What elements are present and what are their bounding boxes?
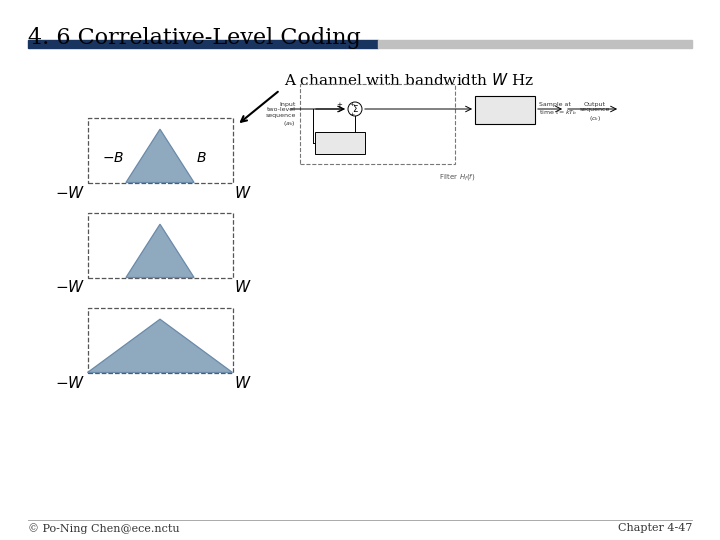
Text: $-W$: $-W$ [55, 280, 86, 295]
Text: $W$: $W$ [235, 280, 252, 295]
Bar [475, 96, 535, 124]
Text: Ideal
channel
$H_{Nyquist}(f)$: Ideal channel $H_{Nyquist}(f)$ [492, 99, 518, 121]
Polygon shape [126, 129, 194, 183]
Text: © Po-Ning Chen@ece.nctu: © Po-Ning Chen@ece.nctu [28, 523, 179, 534]
Polygon shape [88, 319, 233, 373]
Text: +: + [349, 102, 355, 106]
Text: $-W$: $-W$ [55, 375, 86, 390]
Text: $W$: $W$ [235, 375, 252, 390]
Text: Delay
$T_b$: Delay $T_b$ [331, 136, 349, 151]
Text: +: + [336, 102, 342, 108]
Text: $\Sigma$: $\Sigma$ [351, 104, 359, 114]
Bar [88, 307, 233, 373]
Polygon shape [126, 224, 194, 278]
Text: 4. 6 Correlative-Level Coding: 4. 6 Correlative-Level Coding [28, 27, 361, 49]
Text: A channel with bandwidth $W$ Hz: A channel with bandwidth $W$ Hz [284, 72, 534, 88]
Text: $-B$: $-B$ [102, 151, 124, 165]
Text: Filter $H_f(f)$: Filter $H_f(f)$ [438, 172, 475, 182]
Bar [378, 40, 692, 48]
Text: Input
two-level
sequence
$(a_k)$: Input two-level sequence $(a_k)$ [266, 102, 296, 129]
Text: $W$: $W$ [235, 185, 252, 200]
Text: $B$: $B$ [196, 151, 207, 165]
Text: Sample at
time $t=kT_b$: Sample at time $t=kT_b$ [539, 102, 577, 117]
Bar [88, 118, 233, 183]
Bar [300, 84, 455, 164]
Bar [315, 132, 365, 154]
Text: Chapter 4-47: Chapter 4-47 [618, 523, 692, 533]
Text: Output
sequence
$(c_k)$: Output sequence $(c_k)$ [580, 102, 610, 123]
Text: +: + [349, 111, 355, 117]
Bar [28, 40, 378, 48]
Text: $-W$: $-W$ [55, 185, 86, 200]
Bar [88, 213, 233, 278]
